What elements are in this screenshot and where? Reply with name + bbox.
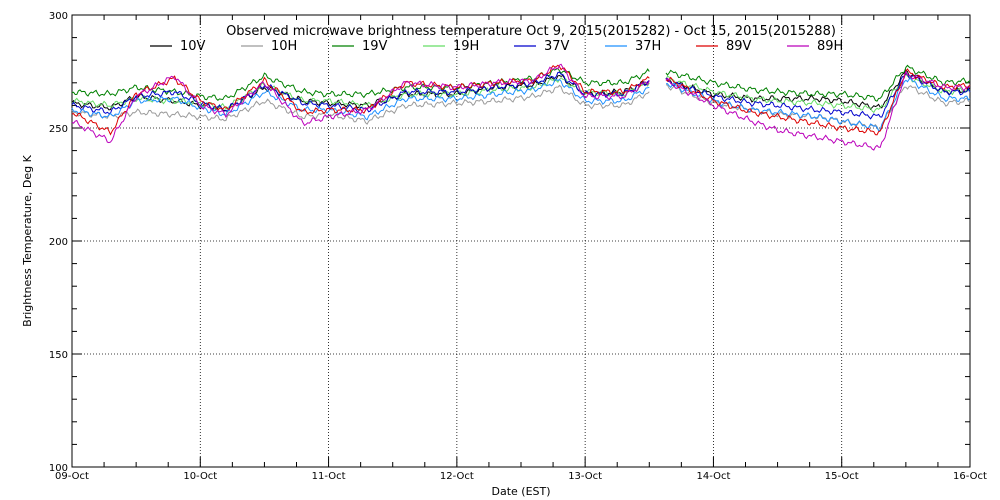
legend-item-89h: 89H [787, 39, 843, 54]
series-89h [71, 63, 970, 151]
legend-label: 89H [817, 39, 843, 54]
x-tick-label: 10-Oct [183, 471, 217, 482]
chart-title: Observed microwave brightness temperatur… [226, 24, 836, 39]
legend-item-19v: 19V [332, 39, 388, 54]
legend-item-10h: 10H [241, 39, 297, 54]
x-tick-label: 09-Oct [55, 471, 89, 482]
y-tick-label: 200 [49, 237, 68, 248]
x-tick-label: 11-Oct [312, 471, 346, 482]
x-axis-title: Date (EST) [491, 485, 550, 498]
series-37h [71, 77, 971, 132]
legend-item-19h: 19H [423, 39, 479, 54]
legend: 10V 10H 19V 19H 37V 37H 89V 89H [150, 39, 843, 54]
y-tick-label: 100 [49, 463, 68, 474]
series-layer [71, 63, 971, 151]
legend-label: 10H [271, 39, 297, 54]
legend-item-37v: 37V [514, 39, 570, 54]
y-tick-label: 300 [49, 11, 68, 22]
series-line-19v [665, 64, 971, 102]
series-line-89h [665, 70, 970, 151]
series-line-89v [71, 64, 650, 136]
legend-label: 19V [362, 39, 388, 54]
legend-label: 37V [544, 39, 570, 54]
series-line-89v [665, 68, 971, 136]
series-line-10h [71, 84, 650, 125]
legend-label: 89V [726, 39, 752, 54]
legend-label: 37H [635, 39, 661, 54]
x-tick-label: 12-Oct [440, 471, 474, 482]
series-line-37v [71, 71, 650, 114]
x-tick-label: 16-Oct [953, 471, 987, 482]
y-axis-title: Brightness Temperature, Deg K [21, 154, 34, 326]
series-line-37h [665, 77, 971, 132]
tick-layer: 100 150 200 250 300 09-Oct 10-Oct 11-Oct 12-Oct 1… [49, 11, 987, 482]
legend-item-10v: 10V [150, 39, 206, 54]
series-89v [71, 64, 971, 136]
legend-item-89v: 89V [696, 39, 752, 54]
series-37v [71, 71, 971, 120]
series-line-37h [71, 78, 650, 121]
x-tick-label: 13-Oct [568, 471, 602, 482]
legend-item-37h: 37H [605, 39, 661, 54]
series-line-37v [665, 72, 971, 120]
series-line-10v [71, 74, 650, 113]
x-tick-label: 14-Oct [696, 471, 730, 482]
legend-label: 19H [453, 39, 479, 54]
x-tick-label: 15-Oct [825, 471, 859, 482]
series-line-89h [71, 63, 650, 144]
legend-label: 10V [180, 39, 206, 54]
y-tick-label: 250 [49, 124, 68, 135]
y-tick-label: 150 [49, 350, 68, 361]
